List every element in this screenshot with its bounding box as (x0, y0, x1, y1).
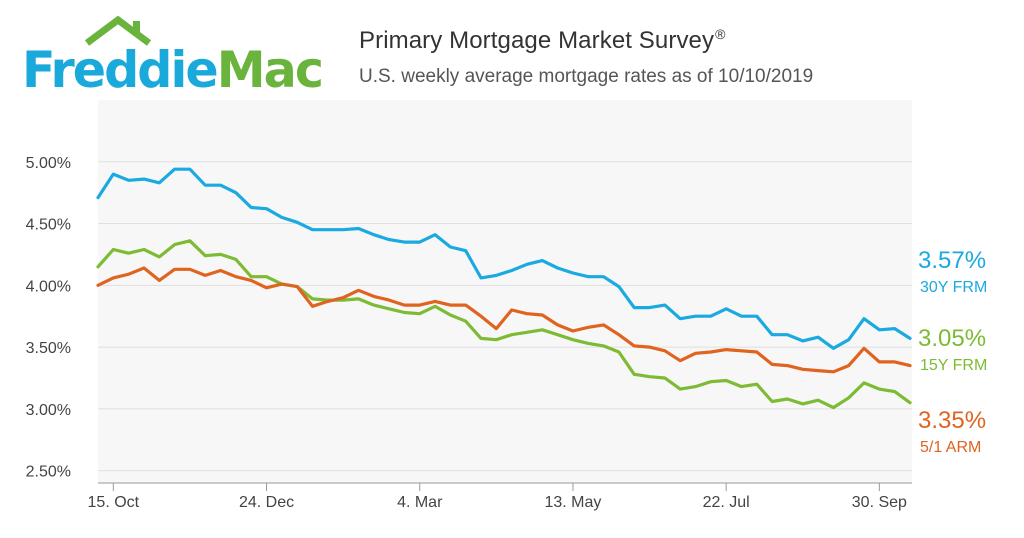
y-axis: 2.50% 3.00% 3.50% 4.00% 4.50% 5.00% (26, 155, 71, 481)
x-axis: 15. Oct 24. Dec 4. Mar 13. May 22. Jul 30. Se… (88, 483, 907, 511)
x-tick-label: 15. Oct (88, 494, 140, 511)
series-line-0 (96, 167, 912, 350)
plot-area (98, 100, 912, 483)
series-name-label: 15Y FRM (920, 357, 987, 374)
svg-text:FreddieMac: FreddieMac (22, 41, 322, 96)
chart-subtitle: U.S. weekly average mortgage rates as of… (359, 66, 814, 87)
x-tick-label: 13. May (544, 494, 601, 511)
x-tick-label: 4. Mar (397, 494, 443, 511)
y-tick-label: 4.50% (26, 217, 71, 234)
x-tick-label: 24. Dec (239, 494, 294, 511)
y-tick-label: 5.00% (26, 155, 71, 172)
grid-lines (98, 161, 912, 472)
series-line-1 (96, 239, 912, 410)
registered-mark: ® (715, 26, 726, 42)
house-roof-icon (84, 16, 152, 46)
series-name-label: 5/1 ARM (920, 439, 981, 456)
series-end-value: 3.05% (918, 325, 986, 352)
y-tick-label: 4.00% (26, 278, 71, 295)
series-end-labels: 3.57% 30Y FRM 3.05% 15Y FRM 3.35% 5/1 ARM (918, 247, 987, 456)
y-tick-label: 3.00% (26, 402, 71, 419)
x-tick-label: 30. Sep (852, 494, 907, 511)
chart-title: Primary Mortgage Market Survey® (359, 26, 726, 54)
y-tick-label: 2.50% (26, 464, 71, 481)
series-end-value: 3.35% (918, 407, 986, 434)
x-tick-label: 22. Jul (703, 494, 750, 511)
y-tick-label: 3.50% (26, 340, 71, 357)
series-name-label: 30Y FRM (920, 279, 987, 296)
series-lines (96, 167, 912, 410)
freddie-mac-logo: FreddieMac (22, 16, 324, 96)
series-end-value: 3.57% (918, 247, 986, 274)
series-line-2 (96, 266, 912, 374)
